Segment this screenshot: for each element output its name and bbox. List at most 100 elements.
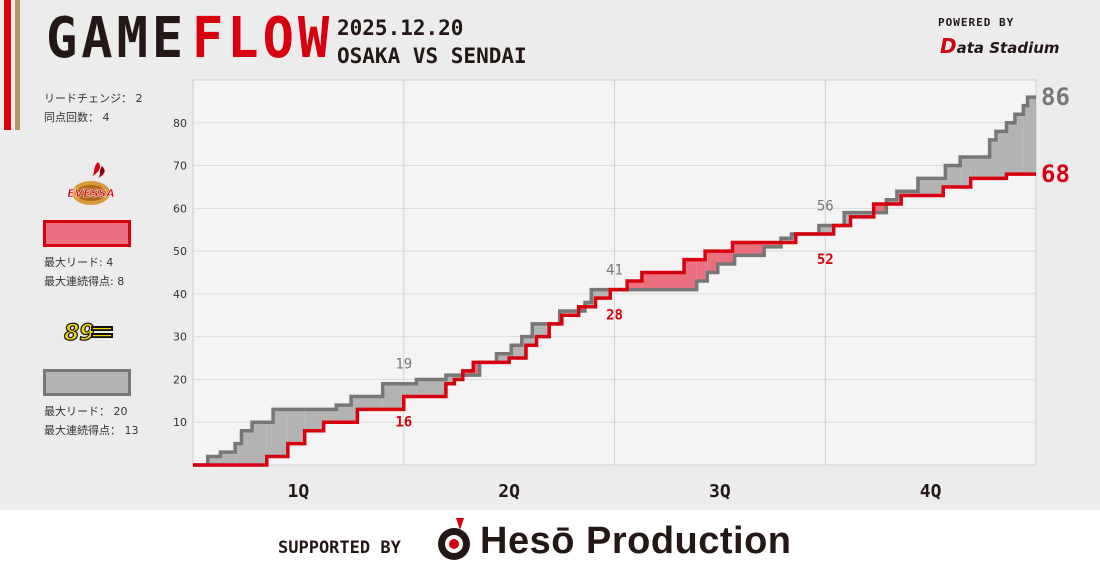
lead-fill [304, 409, 324, 431]
y-tick-label: 40 [173, 288, 187, 301]
osaka-score-label: 16 [395, 415, 412, 431]
lead-fill [1014, 114, 1024, 175]
lead-fill [917, 178, 944, 196]
lead-fill [696, 259, 706, 282]
svg-text:89: 89 [64, 321, 95, 346]
lead-fill [1023, 105, 1028, 175]
lead-fill [462, 370, 474, 376]
osaka-score-line [193, 172, 1036, 467]
accent-bar-gold [15, 0, 20, 130]
osaka-score-label: 52 [817, 252, 834, 268]
lead-fill [357, 396, 383, 410]
heso-production-logo-text: Hesō Production [480, 520, 792, 562]
lead-fill [989, 139, 996, 179]
lead-fill [705, 251, 708, 282]
lead-fill [627, 281, 642, 290]
sendai-score-label: 19 [395, 357, 412, 373]
svg-text:EVESSA: EVESSA [67, 187, 115, 200]
y-tick-label: 70 [173, 160, 187, 173]
osaka-max-lead: 最大リード: 4 [44, 256, 114, 269]
page-title-flow: FLOW [192, 6, 334, 71]
quarter-label: 4Q [920, 481, 942, 502]
lead-fill [595, 289, 611, 299]
lead-fill [578, 306, 585, 311]
lead-fill [970, 157, 990, 179]
lead-fill [943, 178, 946, 187]
lead-fill [945, 165, 961, 187]
lead-fill [266, 422, 274, 457]
lead-fill [416, 379, 446, 397]
page-title-game: GAME [46, 6, 188, 71]
game-matchup: OSAKA VS SENDAI [337, 44, 527, 68]
y-tick-label: 50 [173, 245, 187, 258]
lead-fill [641, 272, 685, 290]
lead-fill [473, 362, 480, 376]
lead-fill [591, 289, 596, 307]
lead-fill [351, 396, 358, 423]
accent-bar-red [4, 0, 11, 130]
lead-fill [780, 238, 792, 243]
lead-fill [791, 234, 796, 243]
heso-production-logo-mark [438, 518, 470, 560]
lead-fill [850, 212, 874, 217]
lead-fill [561, 311, 579, 316]
sendai-max-run: 最大連続得点： 13 [44, 424, 139, 437]
lead-fill [886, 199, 897, 205]
lead-fill [252, 422, 267, 465]
lead-fill [511, 345, 522, 359]
lead-fill [896, 191, 902, 205]
game-date: 2025.12.20 [337, 16, 464, 40]
osaka-team-logo: EVESSA [67, 162, 115, 205]
osaka-final-score: 68 [1041, 160, 1070, 188]
lead-fill [454, 375, 463, 380]
data-stadium-logo-text: ata Stadium [956, 39, 1060, 57]
lead-fill [1006, 122, 1015, 175]
lead-fill [509, 353, 512, 359]
lead-fill [235, 443, 242, 465]
lead-fill [382, 383, 404, 410]
lead-fill [684, 259, 697, 290]
lead-fill [287, 409, 305, 444]
sendai-team-logo: 89 [63, 320, 113, 346]
y-tick-label: 20 [173, 373, 187, 386]
data-stadium-logo-initial: D [940, 34, 957, 58]
lead-fill [525, 336, 533, 346]
quarter-label: 2Q [498, 481, 520, 502]
lead-change-count: リードチェンジ： 2 [44, 92, 143, 105]
lead-fill [717, 251, 733, 264]
sendai-max-lead: 最大リード： 20 [44, 405, 128, 418]
y-tick-label: 10 [173, 416, 187, 429]
lead-fill [732, 242, 735, 264]
lead-fill [445, 375, 455, 384]
sendai-legend-swatch [43, 369, 131, 396]
lead-fill [960, 157, 971, 187]
game-flow-chart: 10 20 30 40 50 60 70 80 1Q 2Q 3Q 4Q 19 41 56 16 28 52 86 68 [173, 79, 1070, 502]
osaka-max-run: 最大連続得点: 8 [44, 275, 125, 288]
lead-fill [764, 242, 781, 247]
lead-fill [521, 336, 526, 359]
lead-fill [734, 242, 765, 256]
lead-fill [707, 251, 718, 273]
lead-fill [403, 383, 417, 397]
lead-fill [995, 131, 1007, 179]
lead-fill [273, 409, 288, 457]
lead-fill [901, 191, 918, 196]
lead-fill [844, 212, 851, 226]
y-tick-label: 80 [173, 117, 187, 130]
y-tick-label: 60 [173, 202, 187, 215]
y-tick-label: 30 [173, 331, 187, 344]
osaka-score-label: 28 [606, 308, 623, 324]
lead-fill [536, 323, 550, 337]
tie-count: 同点回数： 4 [44, 111, 110, 124]
lead-fill [532, 323, 537, 346]
lead-fill [1027, 97, 1036, 175]
lead-fill [873, 204, 887, 213]
lead-fill [584, 302, 592, 307]
quarter-label: 1Q [288, 481, 310, 502]
quarter-label: 3Q [709, 481, 731, 502]
sendai-final-score: 86 [1041, 83, 1070, 111]
lead-fill [323, 409, 337, 423]
osaka-legend-swatch [43, 220, 131, 247]
lead-fill [336, 405, 352, 423]
data-stadium-logo: Data Stadium [940, 34, 1060, 58]
